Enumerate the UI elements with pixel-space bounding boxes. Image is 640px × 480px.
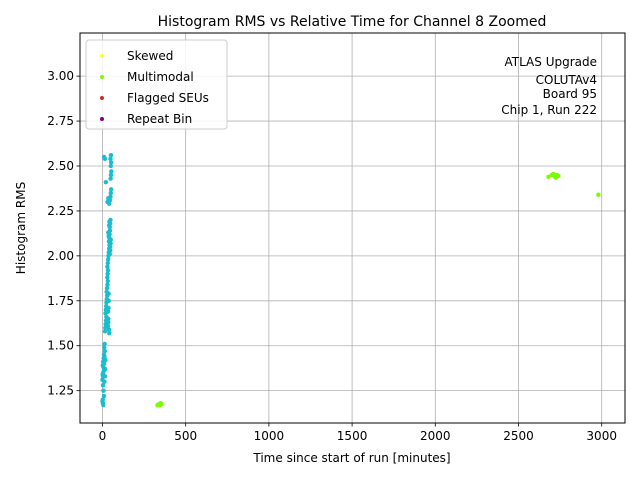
x-tick-label: 0 xyxy=(99,429,107,443)
data-point xyxy=(107,197,113,203)
data-point xyxy=(101,393,107,399)
data-point xyxy=(100,383,106,388)
data-point xyxy=(108,194,113,199)
data-point xyxy=(100,372,105,377)
data-point xyxy=(101,402,106,408)
y-tick-label: 1.75 xyxy=(47,294,74,308)
data-point xyxy=(556,173,561,179)
data-point xyxy=(100,397,105,402)
legend-marker-flagged-seus xyxy=(100,96,104,100)
data-point xyxy=(106,230,111,235)
grid-lines xyxy=(80,33,625,423)
annotation-line-1: ATLAS Upgrade xyxy=(504,55,597,69)
data-point xyxy=(104,286,110,291)
x-tick-label: 3000 xyxy=(586,429,617,443)
data-point xyxy=(103,179,108,185)
data-point xyxy=(107,330,112,336)
data-point xyxy=(596,192,601,197)
data-point xyxy=(546,174,551,179)
data-point xyxy=(108,176,113,181)
data-point xyxy=(102,354,107,359)
y-tick-label: 3.00 xyxy=(47,69,74,83)
data-point xyxy=(106,201,112,206)
data-point xyxy=(105,257,111,262)
y-tick-label: 1.50 xyxy=(47,339,74,353)
legend-box xyxy=(85,39,228,130)
data-point xyxy=(108,241,113,246)
data-point xyxy=(102,341,107,347)
x-tick-label: 1500 xyxy=(337,429,368,443)
run-annotation: ATLAS Upgrade COLUTAv4 Board 95 Chip 1, … xyxy=(501,55,597,117)
data-point xyxy=(107,251,112,257)
data-point xyxy=(106,305,111,311)
data-point xyxy=(108,160,114,165)
x-tick-label: 2500 xyxy=(503,429,534,443)
data-point xyxy=(106,291,111,296)
data-point xyxy=(106,233,111,239)
data-point xyxy=(108,187,114,192)
data-point xyxy=(102,379,107,384)
data-point xyxy=(102,348,107,354)
data-point xyxy=(101,388,106,393)
data-point xyxy=(105,278,110,284)
chart-title: Histogram RMS vs Relative Time for Chann… xyxy=(158,14,547,30)
data-point xyxy=(105,282,110,287)
data-point xyxy=(108,172,114,178)
x-tick-label: 2000 xyxy=(420,429,451,443)
data-point xyxy=(106,327,112,332)
data-point xyxy=(108,163,113,169)
data-point xyxy=(105,260,110,266)
x-tick-label: 1000 xyxy=(254,429,285,443)
y-axis-label: Histogram RMS xyxy=(14,182,28,274)
data-point xyxy=(108,190,113,196)
x-axis-label: Time since start of run [minutes] xyxy=(252,451,450,465)
y-tick-label: 2.00 xyxy=(47,249,74,263)
data-point xyxy=(106,223,112,228)
data-point xyxy=(105,271,110,277)
data-point xyxy=(106,320,111,325)
data-points xyxy=(100,153,601,408)
data-point xyxy=(108,248,113,253)
y-tick-label: 2.75 xyxy=(47,114,74,128)
data-point xyxy=(105,275,110,280)
data-point xyxy=(105,309,111,314)
legend-label-flagged-seus: Flagged SEUs xyxy=(127,91,209,105)
data-point xyxy=(106,316,111,321)
legend-marker-skewed xyxy=(100,54,104,58)
legend: Skewed Multimodal Flagged SEUs Repeat Bi… xyxy=(85,39,228,130)
data-point xyxy=(102,345,107,350)
y-tick-label: 1.25 xyxy=(47,384,74,398)
data-point xyxy=(108,156,113,162)
data-point xyxy=(102,329,108,334)
legend-label-skewed: Skewed xyxy=(127,49,173,63)
axis-ticks: 0 500 1000 1500 2000 2500 3000 1.25 1.50 1.75 2.00… xyxy=(47,69,617,443)
y-tick-label: 2.50 xyxy=(47,159,74,173)
annotation-line-3: Board 95 xyxy=(543,87,597,101)
data-point xyxy=(101,154,107,160)
data-point xyxy=(107,219,112,224)
data-point xyxy=(107,244,113,250)
y-tick-label: 2.25 xyxy=(47,204,74,218)
data-point xyxy=(109,169,114,174)
annotation-line-4: Chip 1, Run 222 xyxy=(501,103,597,117)
data-point xyxy=(106,298,111,303)
data-point xyxy=(159,401,164,407)
data-point xyxy=(105,268,111,273)
legend-marker-repeat-bin xyxy=(100,117,104,121)
data-point xyxy=(105,264,110,269)
plot-frame xyxy=(79,32,626,424)
data-point xyxy=(101,361,107,366)
data-point xyxy=(108,237,113,242)
x-tick-label: 500 xyxy=(174,429,197,443)
data-point xyxy=(103,357,108,363)
data-point xyxy=(102,366,108,372)
legend-marker-multimodal xyxy=(100,75,104,79)
legend-label-repeat-bin: Repeat Bin xyxy=(127,112,192,126)
data-point xyxy=(108,153,114,158)
data-point xyxy=(105,323,111,329)
legend-label-multimodal: Multimodal xyxy=(127,70,194,84)
annotation-line-2: COLUTAv4 xyxy=(536,73,597,87)
